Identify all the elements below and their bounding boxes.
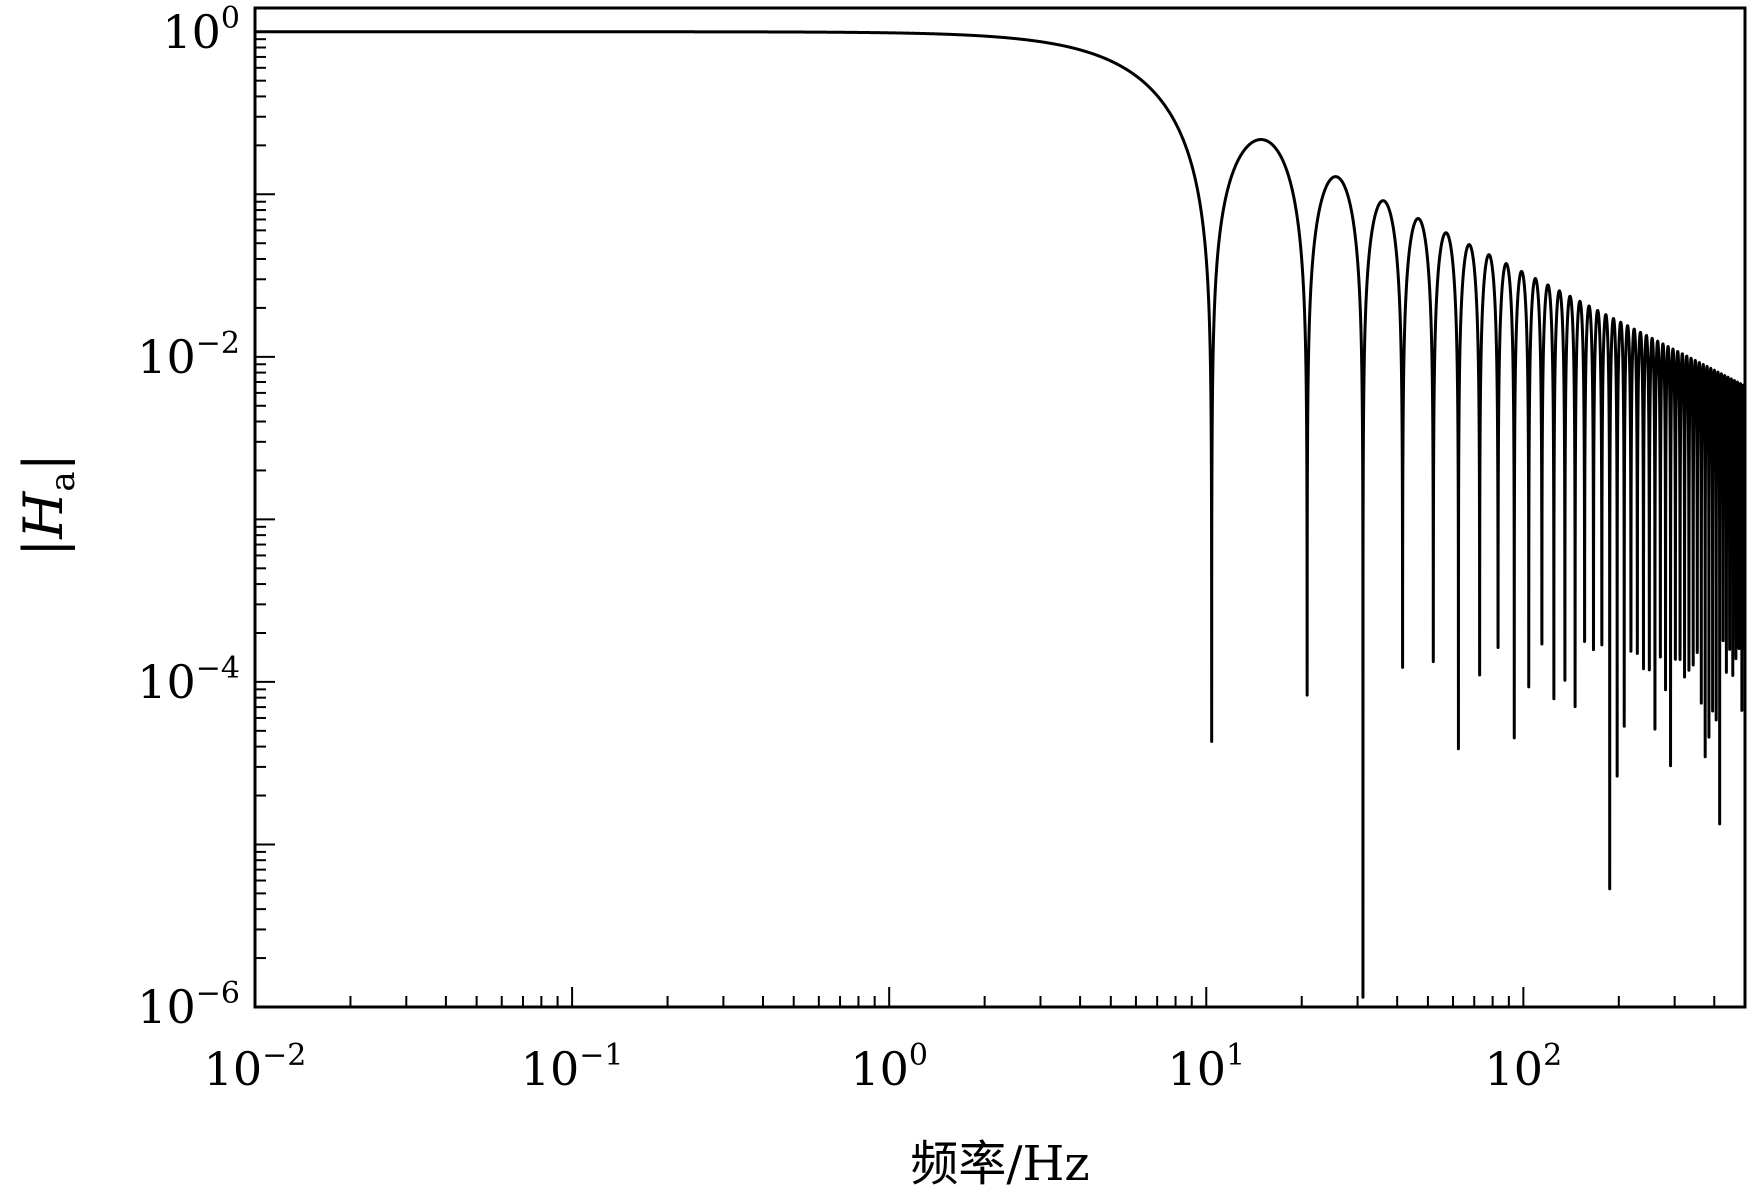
x-tick-label: 102	[1485, 1038, 1563, 1096]
y-tick-label: 10−4	[137, 651, 240, 709]
svg-text:|Ha|: |Ha|	[12, 453, 83, 557]
y-tick-labels: 100 10−2 10−4 10−6	[137, 1, 240, 1034]
x-tick-label: 100	[850, 1038, 928, 1096]
y-tick-label: 10−6	[137, 976, 240, 1034]
x-tick-label: 10−2	[204, 1038, 307, 1096]
x-tick-labels: 10−2 10−1 100 101 102	[204, 1038, 1563, 1096]
x-tick-label: 101	[1167, 1038, 1245, 1096]
y-axis-label: |Ha|	[12, 453, 83, 557]
x-axis-label: 频率/Hz	[910, 1136, 1089, 1192]
y-tick-label: 100	[162, 1, 240, 59]
tick-marks	[254, 30, 1746, 1008]
plot-frame	[253, 6, 1747, 1009]
x-tick-label: 10−1	[521, 1038, 624, 1096]
magnitude-series-line	[253, 30, 1747, 999]
y-tick-label: 10−2	[137, 326, 240, 384]
